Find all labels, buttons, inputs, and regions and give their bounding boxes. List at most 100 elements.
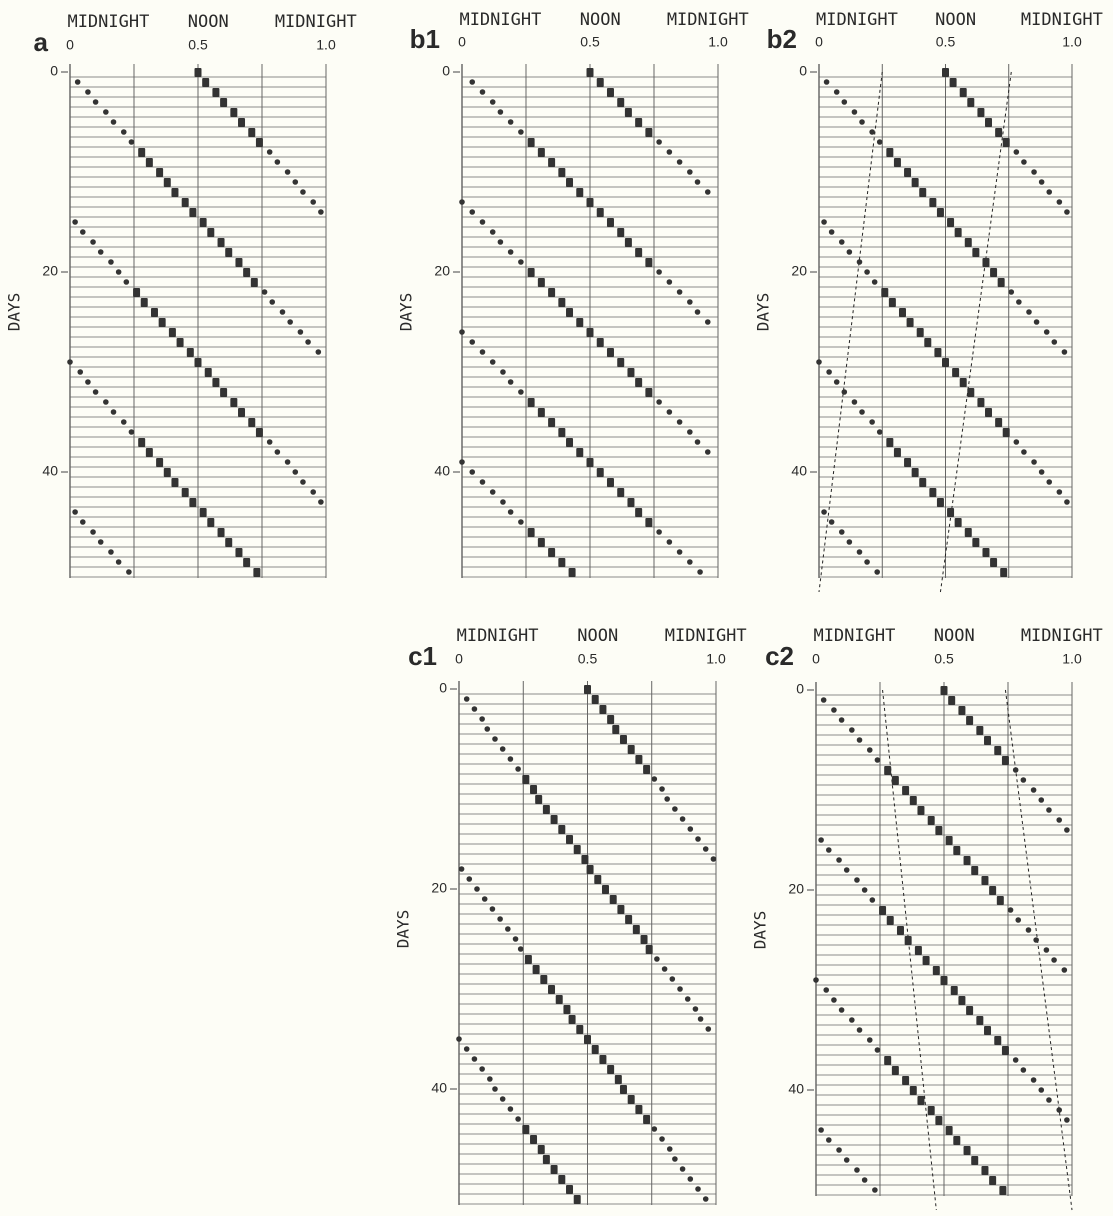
activity-square <box>255 138 263 147</box>
activity-dot <box>861 1177 868 1183</box>
activity-dot <box>1013 149 1020 155</box>
activity-square <box>997 278 1005 287</box>
activity-dot <box>1025 927 1032 933</box>
activity-square <box>645 518 653 527</box>
activity-square <box>964 238 972 247</box>
activity-dot <box>305 339 311 345</box>
activity-dot <box>497 916 503 922</box>
activity-dot <box>1026 309 1032 315</box>
activity-square <box>635 755 643 764</box>
activity-dot <box>1051 957 1057 963</box>
activity-square <box>558 825 566 834</box>
activity-dot <box>697 569 703 575</box>
activity-dot <box>97 249 104 255</box>
activity-dot <box>1056 489 1063 495</box>
activity-dot <box>318 499 324 505</box>
activity-square <box>942 68 949 77</box>
activity-square <box>917 806 925 815</box>
activity-dot <box>1007 907 1014 913</box>
activity-square <box>235 548 243 557</box>
activity-dot <box>507 249 514 255</box>
activity-dot <box>851 399 858 405</box>
activity-square <box>537 408 545 417</box>
activity-dot <box>656 269 662 275</box>
activity-square <box>948 696 956 705</box>
activity-square <box>617 905 625 914</box>
time-annotation: MIDNIGHT <box>667 10 749 30</box>
activity-dot <box>843 1157 850 1163</box>
activity-square <box>202 78 210 87</box>
activity-square <box>959 378 967 387</box>
activity-dot <box>861 887 868 893</box>
activity-dot <box>856 737 863 743</box>
activity-dot <box>654 956 660 962</box>
activity-square <box>635 1105 643 1114</box>
activity-dot <box>310 489 317 495</box>
activity-square <box>527 528 535 537</box>
activity-dot <box>459 459 465 465</box>
x-tick-label: 0.5 <box>580 34 600 50</box>
activity-square <box>537 278 545 287</box>
activity-square <box>617 228 625 237</box>
activity-square <box>168 328 176 337</box>
activity-square <box>617 98 625 107</box>
x-tick-label: 0.5 <box>934 651 954 667</box>
activity-dot <box>500 499 506 505</box>
activity-square <box>982 258 990 267</box>
activity-square <box>243 558 251 567</box>
activity-dot <box>103 109 109 115</box>
activity-square <box>945 836 953 845</box>
activity-square <box>217 238 225 247</box>
activity-square <box>548 548 556 557</box>
activity-square <box>953 846 961 855</box>
activity-square <box>999 1186 1007 1195</box>
activity-square <box>1002 428 1010 437</box>
activity-square <box>558 298 566 307</box>
activity-dot <box>489 99 496 105</box>
activity-dot <box>1064 827 1070 833</box>
panel-label: b1 <box>410 24 440 54</box>
activity-square <box>220 98 228 107</box>
activity-dot <box>310 199 317 205</box>
activity-dot <box>651 776 658 782</box>
activity-dot <box>74 79 81 85</box>
activity-dot <box>484 726 491 732</box>
activity-square <box>966 716 974 725</box>
activity-dot <box>651 1126 658 1132</box>
activity-square <box>537 1145 545 1154</box>
activity-dot <box>1008 289 1015 295</box>
activity-square <box>138 148 146 157</box>
activity-square <box>606 218 614 227</box>
activity-square <box>936 208 944 217</box>
activity-square <box>893 448 901 457</box>
activity-dot <box>469 339 476 345</box>
activity-square <box>568 568 576 577</box>
activity-square <box>591 695 599 704</box>
activity-dot <box>1015 917 1022 923</box>
activity-dot <box>872 1187 878 1193</box>
activity-square <box>994 746 1002 755</box>
activity-square <box>909 1086 917 1095</box>
activity-square <box>207 228 215 237</box>
activity-square <box>884 1056 892 1065</box>
activity-square <box>586 458 594 467</box>
x-tick-label: 0 <box>66 37 74 53</box>
activity-dot <box>463 1046 470 1052</box>
activity-square <box>217 528 225 537</box>
activity-dot <box>694 439 701 445</box>
activity-square <box>566 308 574 317</box>
activity-square <box>881 288 889 297</box>
activity-dot <box>833 89 840 95</box>
activity-square <box>535 795 543 804</box>
activity-square <box>586 328 594 337</box>
activity-dot <box>1051 339 1058 345</box>
activity-dot <box>1046 1097 1052 1103</box>
activity-dot <box>459 329 465 335</box>
activity-dot <box>315 349 322 355</box>
activity-dot <box>512 936 519 942</box>
x-tick-label: 0.5 <box>188 37 208 53</box>
activity-dot <box>876 139 883 145</box>
activity-square <box>643 765 651 774</box>
y-tick-label: 40 <box>791 463 807 479</box>
activity-dot <box>518 519 524 525</box>
